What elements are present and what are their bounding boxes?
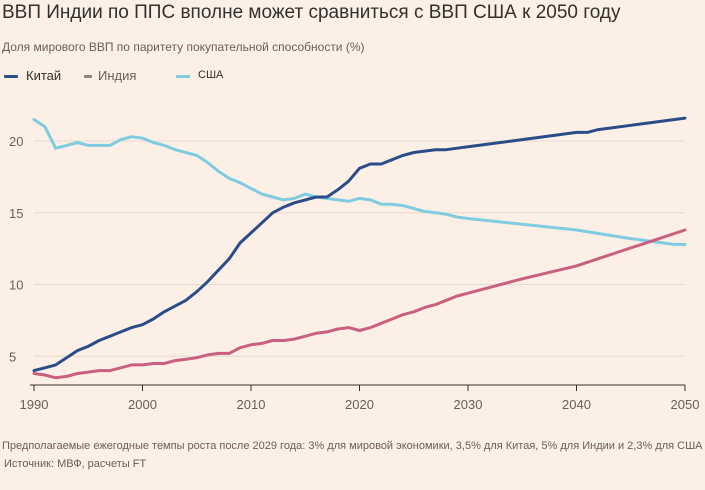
series-line-india <box>32 228 687 380</box>
legend-swatch-india <box>84 75 92 78</box>
y-tick-label-5: 5 <box>9 349 16 364</box>
chart-subtitle: Доля мирового ВВП по паритету покупатель… <box>2 40 365 54</box>
y-tick-label-15: 15 <box>9 206 23 221</box>
footnote: Предполагаемые ежегодные темпы роста пос… <box>2 440 703 452</box>
axes: 5 10 15 20 1990 2000 2010 2020 2030 2040 2050 <box>9 134 699 412</box>
y-tick-label-20: 20 <box>9 134 23 149</box>
x-tick-label-2000: 2000 <box>128 397 157 412</box>
series-line-usa <box>32 118 687 246</box>
legend-swatch-usa <box>176 75 190 78</box>
x-tick-label-2020: 2020 <box>345 397 374 412</box>
x-tick-label-2030: 2030 <box>454 397 483 412</box>
y-tick-label-10: 10 <box>9 278 23 293</box>
legend-label-india: Индия <box>98 68 137 83</box>
x-tick-label-2040: 2040 <box>562 397 591 412</box>
legend-label-china: Китай <box>26 68 62 83</box>
legend-label-usa: США <box>198 69 224 81</box>
chart-title: ВВП Индии по ППС вполне может сравниться… <box>2 2 621 23</box>
x-tick-label-2010: 2010 <box>237 397 266 412</box>
series-line-china <box>32 116 687 373</box>
gridlines <box>34 140 685 357</box>
x-tick-label-2050: 2050 <box>671 397 700 412</box>
legend-swatch-china <box>4 75 18 78</box>
source-note: Источник: МВФ, расчеты FT <box>4 458 147 470</box>
series-lines <box>32 116 687 380</box>
x-tick-label-1990: 1990 <box>20 397 49 412</box>
